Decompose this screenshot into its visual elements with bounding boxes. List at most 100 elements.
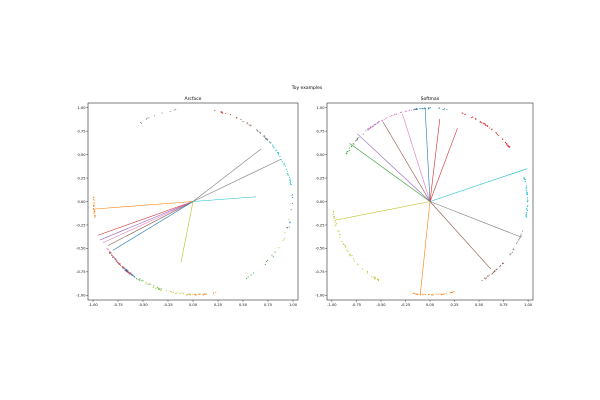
- data-point: [416, 108, 418, 110]
- data-point: [424, 293, 426, 296]
- y-tick-label: -0.75: [76, 270, 85, 274]
- data-point: [412, 292, 414, 294]
- x-tick-label: 0.25: [451, 303, 459, 307]
- class-vector-line: [180, 201, 194, 263]
- data-point: [427, 294, 429, 296]
- data-point: [520, 235, 522, 237]
- y-tick-label: 0.75: [316, 129, 324, 133]
- data-point: [472, 116, 474, 118]
- data-point: [519, 237, 521, 240]
- data-point: [373, 124, 375, 126]
- data-point: [93, 198, 95, 200]
- data-point: [94, 215, 96, 217]
- data-point: [507, 144, 509, 146]
- data-point: [490, 128, 492, 130]
- data-point: [277, 151, 279, 153]
- data-point: [377, 122, 379, 124]
- data-point: [449, 292, 451, 294]
- data-point: [181, 292, 183, 294]
- data-point: [481, 122, 483, 124]
- data-point: [377, 280, 379, 282]
- data-point: [169, 290, 171, 293]
- data-point: [373, 276, 375, 278]
- data-point: [428, 108, 430, 110]
- data-point: [266, 138, 268, 140]
- data-point: [483, 122, 485, 125]
- x-tick-label: -1.00: [88, 303, 98, 307]
- data-point: [443, 293, 445, 295]
- class-vector-line: [429, 128, 458, 202]
- data-point: [416, 293, 419, 296]
- data-point: [289, 179, 291, 181]
- data-point: [107, 249, 109, 251]
- data-point: [264, 136, 266, 138]
- data-point: [483, 277, 486, 279]
- data-point: [127, 270, 129, 272]
- data-point: [133, 275, 135, 277]
- x-tick-label: 0.25: [214, 303, 222, 307]
- data-point: [246, 123, 248, 125]
- data-point: [414, 108, 416, 110]
- data-point: [289, 176, 291, 179]
- data-point: [524, 181, 527, 183]
- data-point: [442, 108, 444, 110]
- data-point: [523, 178, 526, 180]
- x-tick-label: -0.50: [376, 303, 386, 307]
- data-point: [267, 259, 269, 261]
- class-vector-line: [402, 114, 431, 202]
- data-point: [437, 293, 439, 295]
- data-point: [526, 193, 528, 195]
- data-point: [122, 266, 124, 268]
- data-point: [386, 117, 388, 119]
- data-point: [290, 183, 292, 185]
- data-point: [496, 133, 498, 135]
- data-point: [333, 216, 335, 218]
- data-point: [500, 265, 502, 267]
- data-point: [488, 274, 490, 276]
- data-point: [464, 113, 466, 115]
- data-point: [198, 293, 200, 295]
- y-tick-label: -0.25: [76, 223, 85, 227]
- data-point: [371, 126, 373, 128]
- data-point: [175, 293, 177, 295]
- data-point: [112, 255, 114, 257]
- data-point: [441, 293, 443, 296]
- data-point: [526, 190, 528, 192]
- data-point: [362, 268, 364, 270]
- data-point: [509, 254, 511, 256]
- data-point: [491, 273, 493, 275]
- data-point: [250, 274, 252, 276]
- data-point: [93, 216, 96, 218]
- softmax-panel: Softmax -1.00 -0.75 -0.50 -0.25 0.00 0.25 0.50 0…: [315, 96, 534, 307]
- class-vector-line: [97, 201, 194, 236]
- data-point: [450, 292, 452, 294]
- data-point: [351, 255, 353, 257]
- data-point: [523, 177, 525, 179]
- data-point: [93, 208, 95, 210]
- data-point: [278, 247, 280, 249]
- data-point: [282, 239, 284, 241]
- data-point: [524, 179, 526, 181]
- data-point: [366, 272, 369, 274]
- data-point: [374, 278, 376, 280]
- data-point: [158, 288, 160, 290]
- y-tick-label: -1.00: [76, 294, 86, 298]
- data-point: [353, 143, 355, 145]
- data-point: [94, 210, 96, 212]
- data-point: [337, 230, 339, 232]
- data-point: [511, 251, 513, 253]
- data-point: [350, 145, 353, 147]
- data-point: [445, 293, 447, 295]
- data-point: [203, 294, 205, 296]
- data-point: [525, 214, 527, 216]
- data-point: [266, 260, 268, 263]
- data-point: [352, 258, 355, 260]
- data-point: [495, 269, 497, 271]
- data-point: [416, 108, 418, 110]
- data-point: [453, 291, 455, 293]
- data-point: [510, 252, 512, 254]
- data-point: [145, 283, 147, 285]
- data-point: [114, 257, 116, 259]
- data-point: [470, 116, 472, 119]
- y-tick-label: 0.50: [77, 153, 86, 157]
